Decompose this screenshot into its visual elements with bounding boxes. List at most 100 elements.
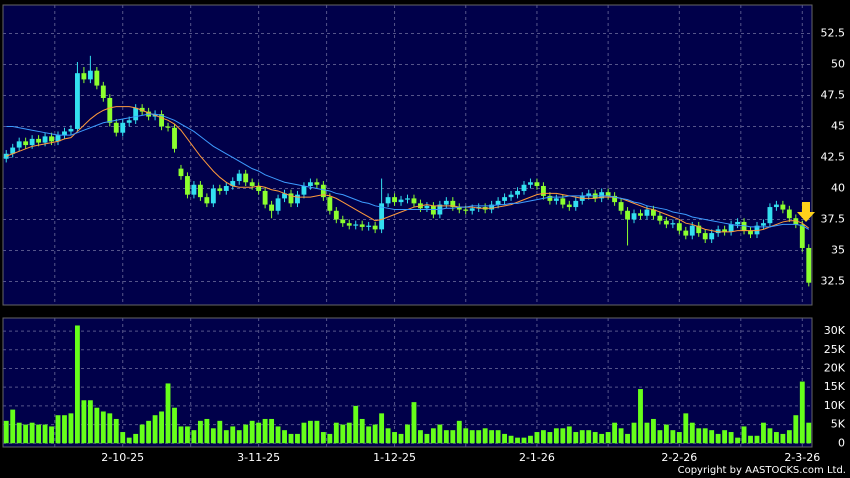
- candle-body: [81, 73, 87, 80]
- candle-body: [249, 182, 255, 186]
- volume-bar: [437, 424, 443, 444]
- candle-body: [625, 210, 630, 220]
- marks: [3, 55, 812, 444]
- volume-bar: [709, 430, 715, 444]
- candle-body: [780, 204, 786, 210]
- candle-body: [333, 210, 339, 220]
- volume-bar: [508, 435, 514, 444]
- y-tick-label: 52.5: [821, 27, 846, 40]
- volume-bar: [107, 413, 113, 444]
- candle-body: [372, 225, 378, 230]
- candle-body: [534, 182, 540, 186]
- candle-body: [443, 200, 449, 205]
- candle-body: [806, 247, 812, 283]
- candle-body: [55, 135, 61, 142]
- candle-body: [398, 199, 404, 203]
- volume-bar: [625, 433, 630, 444]
- moving-average-line: [6, 113, 810, 230]
- candle-body: [631, 213, 637, 220]
- volume-bar: [210, 428, 216, 444]
- volume-bar: [780, 433, 786, 444]
- candle-body: [560, 198, 566, 205]
- candle-body: [411, 198, 417, 204]
- candle-body: [547, 195, 553, 201]
- volume-bar: [113, 418, 119, 444]
- volume-bar: [327, 433, 333, 444]
- y2-tick-label: 20K: [824, 361, 846, 374]
- candle-body: [463, 209, 469, 211]
- candle-body: [638, 213, 643, 216]
- volume-bar: [392, 432, 397, 444]
- volume-bar: [288, 433, 294, 444]
- candle-body: [540, 185, 546, 196]
- candle-body: [49, 136, 54, 142]
- volume-bar: [301, 422, 307, 444]
- y-tick-label: 35: [831, 243, 845, 256]
- volume-bar: [159, 411, 164, 444]
- volume-bar: [515, 437, 520, 444]
- volume-bar: [560, 428, 566, 444]
- candle-body: [495, 200, 501, 205]
- candle-body: [126, 120, 132, 123]
- volume-bar: [741, 426, 747, 444]
- volume-bar: [359, 418, 365, 444]
- volume-bar: [320, 432, 326, 444]
- x-tick-label: 3-11-25: [237, 451, 280, 464]
- candle-body: [256, 185, 262, 191]
- candle-body: [566, 204, 572, 208]
- volume-bar: [502, 433, 508, 444]
- volume-bar: [62, 415, 67, 444]
- candle-body: [94, 70, 100, 86]
- volume-bar: [418, 430, 423, 444]
- volume-bar: [521, 437, 527, 444]
- volume-bar: [55, 415, 61, 444]
- volume-bar: [657, 430, 663, 444]
- candle-body: [340, 219, 346, 224]
- candle-body: [702, 233, 708, 240]
- volume-bar: [197, 420, 203, 444]
- price-panel: [2, 4, 813, 306]
- volume-bar: [295, 433, 300, 444]
- candle-body: [761, 223, 766, 226]
- candle-body: [469, 208, 475, 211]
- volume-bar: [191, 430, 197, 444]
- volume-bar: [424, 433, 430, 444]
- candle-body: [450, 200, 456, 208]
- candle-body: [133, 107, 139, 121]
- volume-bar: [10, 409, 16, 444]
- volume-bar: [152, 415, 158, 444]
- candle-body: [75, 73, 80, 129]
- candle-body: [618, 202, 624, 211]
- volume-bar: [314, 420, 320, 444]
- candle-body: [236, 173, 242, 182]
- y-tick-label: 40: [831, 181, 845, 194]
- candle-body: [301, 185, 307, 195]
- volume-bar: [670, 430, 676, 444]
- volume-bar: [443, 430, 449, 444]
- candle-body: [709, 233, 715, 240]
- candle-body: [767, 207, 773, 224]
- volume-bar: [476, 430, 482, 444]
- volume-bar: [204, 418, 210, 444]
- candle-body: [508, 194, 514, 198]
- volume-bar: [469, 430, 475, 444]
- volume-bar: [696, 428, 702, 444]
- candle-body: [197, 184, 203, 198]
- volume-bar: [282, 430, 287, 444]
- volume-bar: [773, 432, 779, 444]
- candle-body: [735, 221, 740, 225]
- volume-bar: [256, 422, 262, 444]
- candle-body: [424, 205, 430, 209]
- volume-bar: [430, 428, 436, 444]
- candle-body: [42, 136, 48, 143]
- volume-bar: [683, 413, 689, 444]
- volume-bar: [236, 430, 242, 444]
- candle-body: [689, 225, 695, 236]
- volume-bar: [398, 433, 404, 444]
- candle-body: [573, 200, 579, 208]
- volume-bar: [165, 383, 171, 444]
- candle-body: [178, 168, 184, 177]
- volume-bar: [495, 430, 501, 444]
- volume-bar: [553, 428, 559, 444]
- x-tick-label: 2-2-26: [661, 451, 697, 464]
